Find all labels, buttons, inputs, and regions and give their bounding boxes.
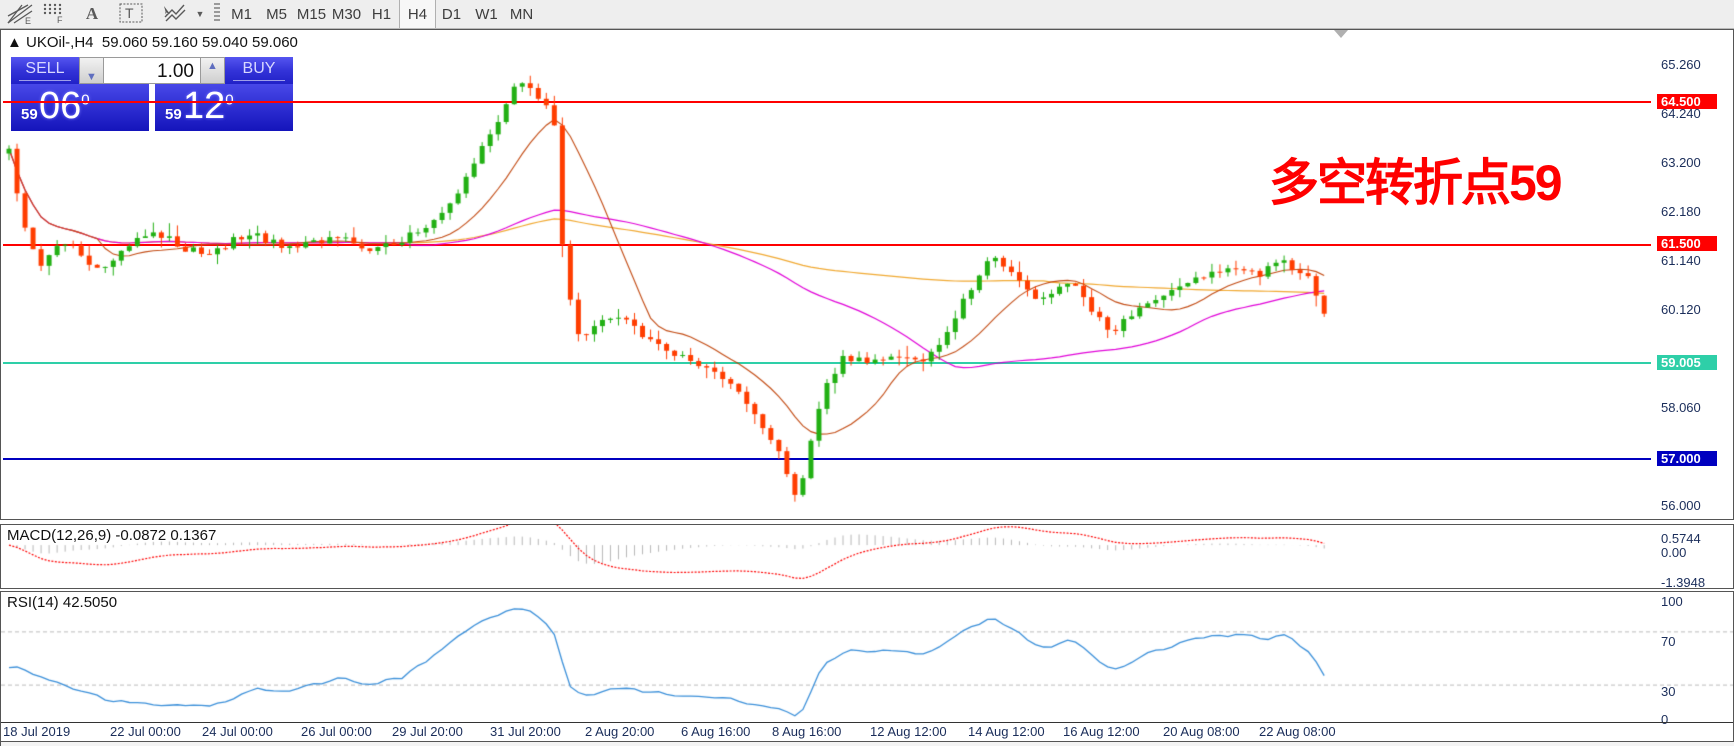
svg-text:T: T	[125, 5, 134, 21]
svg-text:F: F	[57, 15, 63, 25]
svg-text:E: E	[25, 16, 31, 25]
